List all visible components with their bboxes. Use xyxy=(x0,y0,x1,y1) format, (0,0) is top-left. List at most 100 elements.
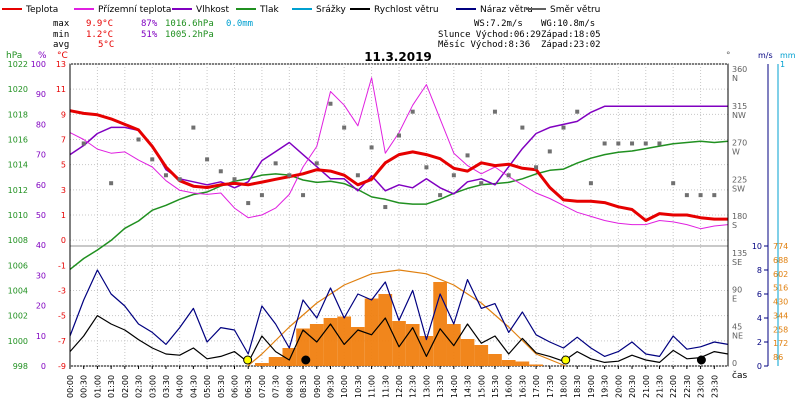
y-tick-ms: 10 xyxy=(752,242,762,251)
y-tick-compass: N xyxy=(732,74,738,83)
solar-bar xyxy=(364,298,379,366)
y-tick-compass: SW xyxy=(732,184,745,193)
wind-direction-point xyxy=(712,193,717,198)
wind-direction-point xyxy=(684,193,689,198)
moonset-marker xyxy=(696,355,706,365)
y-tick-solar: 344 xyxy=(773,311,788,320)
y-tick-degc: 3 xyxy=(61,186,66,195)
y-tick-ms: 4 xyxy=(757,314,762,323)
y-tick-degc: -7 xyxy=(58,337,66,346)
wind-direction-point xyxy=(479,181,484,186)
x-tick-label: 13:30 xyxy=(436,375,445,398)
wind-direction-point xyxy=(355,173,360,178)
stat-max-temp: 9.9°C xyxy=(86,19,113,29)
y-tick-compass: W xyxy=(732,148,740,157)
y-tick-direction: 360 xyxy=(732,65,747,74)
series-wind-speed xyxy=(69,315,729,363)
x-tick-label: 14:30 xyxy=(464,375,473,398)
x-tick-label: 23:30 xyxy=(710,375,719,398)
x-tick-label: 06:00 xyxy=(231,375,240,398)
x-tick-label: 01:30 xyxy=(107,375,116,398)
solar-bar xyxy=(529,364,543,366)
y-tick-solar: 774 xyxy=(773,242,788,251)
info-sunset: Západ:18:05 xyxy=(541,30,601,40)
wind-direction-point xyxy=(643,141,648,146)
x-tick-label: 08:00 xyxy=(285,375,294,398)
y-tick-pct: 80 xyxy=(36,120,46,129)
x-tick-label: 17:30 xyxy=(546,375,555,398)
solar-bar xyxy=(351,327,365,366)
y-tick-hpa: 1016 xyxy=(8,136,28,145)
axis-pct-label: % xyxy=(38,51,47,61)
x-tick-label: 21:00 xyxy=(642,375,651,398)
wind-direction-point xyxy=(191,125,196,130)
wind-direction-point xyxy=(342,125,347,130)
y-tick-hpa: 1004 xyxy=(8,287,28,296)
legend-label: Teplota xyxy=(25,5,58,15)
info-wg: WG:10.8m/s xyxy=(541,19,595,29)
y-tick-compass: E xyxy=(732,295,737,304)
legend: Teplota Přízemní teplota Vlhkost Tlak Srážky… xyxy=(2,5,600,15)
wind-direction-point xyxy=(547,149,552,154)
wind-direction-point xyxy=(451,173,456,178)
y-tick-degc: -9 xyxy=(58,362,66,371)
y-tick-pct: 50 xyxy=(36,211,46,220)
y-tick-ms: 6 xyxy=(757,290,762,299)
wind-direction-point xyxy=(630,141,635,146)
x-tick-label: 01:00 xyxy=(93,375,102,398)
y-tick-degc: 11 xyxy=(56,85,66,94)
wind-direction-point xyxy=(81,141,86,146)
solar-bar xyxy=(460,339,475,366)
x-tick-label: 16:30 xyxy=(518,375,527,398)
y-tick-degc: 13 xyxy=(56,60,66,69)
x-tick-label: 08:30 xyxy=(299,375,308,398)
x-tick-label: 22:30 xyxy=(683,375,692,398)
wind-direction-point xyxy=(671,181,676,186)
solar-bar xyxy=(501,360,516,366)
y-tick-compass: SE xyxy=(732,258,742,267)
wind-direction-point xyxy=(698,193,703,198)
y-tick-degc: 7 xyxy=(61,136,66,145)
x-tick-label: 02:00 xyxy=(121,375,130,398)
stat-min-press: 1005.2hPa xyxy=(165,30,214,40)
chart-marks xyxy=(69,77,729,367)
wind-direction-point xyxy=(534,165,539,170)
x-tick-label: 05:30 xyxy=(217,375,226,398)
x-tick-label: 18:30 xyxy=(573,375,582,398)
x-tick-label: 18:00 xyxy=(560,375,569,398)
x-tick-label: 02:30 xyxy=(135,375,144,398)
y-tick-ms: 8 xyxy=(757,266,762,275)
legend-label: Náraz větru xyxy=(480,5,533,15)
y-tick-solar: 602 xyxy=(773,270,788,279)
legend-label: Vlhkost xyxy=(196,5,229,15)
y-tick-hpa: 1020 xyxy=(8,85,28,94)
solar-bar xyxy=(323,318,338,366)
stat-avg-label: avg xyxy=(53,40,69,50)
wind-direction-point xyxy=(506,173,511,178)
x-tick-label: 03:00 xyxy=(148,375,157,398)
y-tick-ms: 2 xyxy=(757,338,762,347)
solar-bar xyxy=(419,336,434,366)
x-tick-label: 05:00 xyxy=(203,375,212,398)
x-tick-label: 04:00 xyxy=(176,375,185,398)
x-tick-label: 16:00 xyxy=(505,375,514,398)
wind-direction-point xyxy=(424,165,429,170)
y-tick-hpa: 1000 xyxy=(8,337,28,346)
axis-deg-label: ° xyxy=(726,51,731,61)
y-tick-solar: 258 xyxy=(773,325,788,334)
y-tick-direction: 180 xyxy=(732,212,747,221)
stat-max-rain: 0.0mm xyxy=(226,19,253,29)
x-tick-label: 20:30 xyxy=(628,375,637,398)
chart-title: 11.3.2019 xyxy=(364,50,432,64)
y-tick-pct: 70 xyxy=(36,151,46,160)
solar-bar xyxy=(474,345,489,366)
x-axis: 00:00 00:30 01:00 01:30 02:00 02:30 03:00 03:30… xyxy=(66,366,719,398)
solar-bar xyxy=(337,316,352,366)
wind-direction-point xyxy=(520,125,525,130)
y-axes: 1022102010181016101410121010100810061004… xyxy=(8,60,789,371)
legend-label: Rychlost větru xyxy=(374,5,439,15)
wind-direction-point xyxy=(588,181,593,186)
wind-direction-point xyxy=(657,141,662,146)
wind-direction-point xyxy=(616,141,621,146)
y-tick-direction: 90 xyxy=(732,286,742,295)
